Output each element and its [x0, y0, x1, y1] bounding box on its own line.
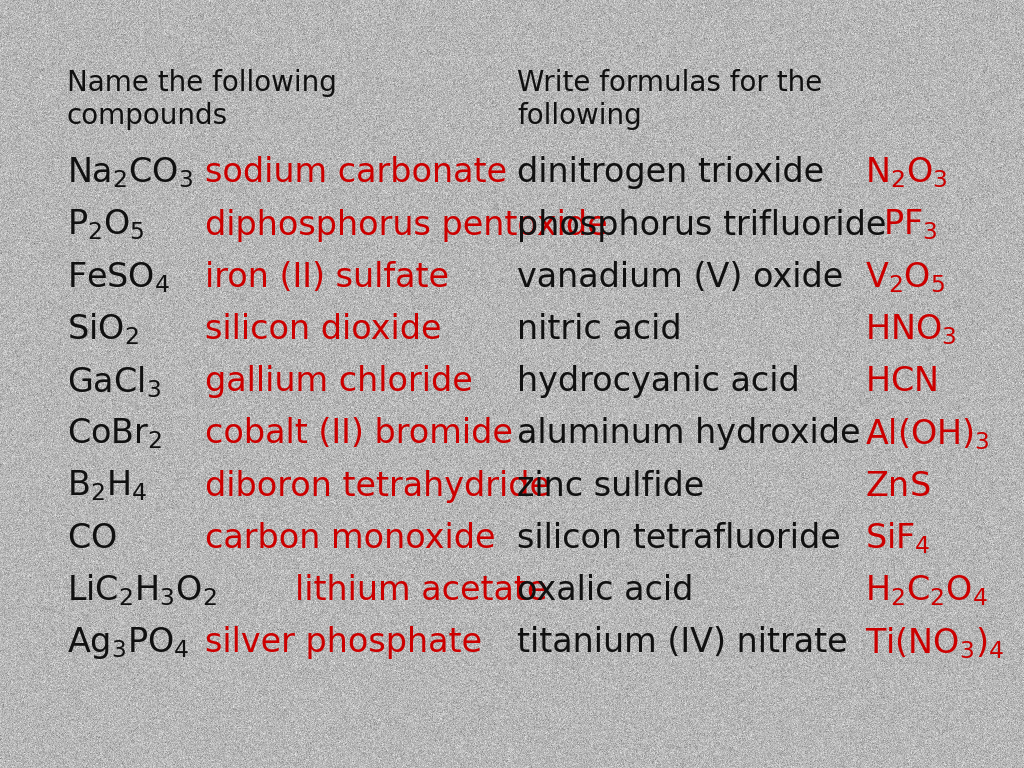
Text: vanadium (V) oxide: vanadium (V) oxide	[517, 261, 844, 293]
Text: $\mathrm{H_2C_2O_4}$: $\mathrm{H_2C_2O_4}$	[865, 573, 988, 608]
Text: carbon monoxide: carbon monoxide	[205, 522, 496, 554]
Text: lithium acetate: lithium acetate	[295, 574, 547, 607]
Text: $\mathrm{PF_3}$: $\mathrm{PF_3}$	[883, 207, 937, 243]
Text: $\mathrm{SiF_4}$: $\mathrm{SiF_4}$	[865, 521, 931, 556]
Text: $\mathrm{GaCl_3}$: $\mathrm{GaCl_3}$	[67, 364, 161, 399]
Text: diphosphorus pentoxide: diphosphorus pentoxide	[205, 209, 607, 241]
Text: silver phosphate: silver phosphate	[205, 627, 482, 659]
Text: cobalt (II) bromide: cobalt (II) bromide	[205, 418, 513, 450]
Text: titanium (IV) nitrate: titanium (IV) nitrate	[517, 627, 848, 659]
Text: $\mathrm{LiC_2H_3O_2}$: $\mathrm{LiC_2H_3O_2}$	[67, 573, 216, 608]
Text: hydrocyanic acid: hydrocyanic acid	[517, 366, 800, 398]
Text: $\mathrm{FeSO_4}$: $\mathrm{FeSO_4}$	[67, 260, 170, 295]
Text: Name the following
compounds: Name the following compounds	[67, 69, 337, 130]
Text: $\mathrm{HCN}$: $\mathrm{HCN}$	[865, 366, 937, 398]
Text: $\mathrm{B_2H_4}$: $\mathrm{B_2H_4}$	[67, 468, 146, 504]
Text: $\mathrm{N_2O_3}$: $\mathrm{N_2O_3}$	[865, 155, 948, 190]
Text: silicon dioxide: silicon dioxide	[205, 313, 441, 346]
Text: nitric acid: nitric acid	[517, 313, 682, 346]
Text: diboron tetrahydride: diboron tetrahydride	[205, 470, 550, 502]
Text: $\mathrm{CO}$: $\mathrm{CO}$	[67, 522, 117, 554]
Text: $\mathrm{Al(OH)_3}$: $\mathrm{Al(OH)_3}$	[865, 416, 990, 452]
Text: iron (II) sulfate: iron (II) sulfate	[205, 261, 449, 293]
Text: $\mathrm{Na_2CO_3}$: $\mathrm{Na_2CO_3}$	[67, 155, 193, 190]
Text: oxalic acid: oxalic acid	[517, 574, 693, 607]
Text: zinc sulfide: zinc sulfide	[517, 470, 705, 502]
Text: aluminum hydroxide: aluminum hydroxide	[517, 418, 860, 450]
Text: $\mathrm{CoBr_2}$: $\mathrm{CoBr_2}$	[67, 416, 162, 452]
Text: sodium carbonate: sodium carbonate	[205, 157, 507, 189]
Text: $\mathrm{V_2O_5}$: $\mathrm{V_2O_5}$	[865, 260, 945, 295]
Text: phosphorus trifluoride: phosphorus trifluoride	[517, 209, 887, 241]
Text: $\mathrm{P_2O_5}$: $\mathrm{P_2O_5}$	[67, 207, 144, 243]
Text: Write formulas for the
following: Write formulas for the following	[517, 69, 822, 130]
Text: dinitrogen trioxide: dinitrogen trioxide	[517, 157, 824, 189]
Text: $\mathrm{Ag_3PO_4}$: $\mathrm{Ag_3PO_4}$	[67, 625, 189, 660]
Text: $\mathrm{HNO_3}$: $\mathrm{HNO_3}$	[865, 312, 956, 347]
Text: gallium chloride: gallium chloride	[205, 366, 472, 398]
Text: $\mathrm{Ti(NO_3)_4}$: $\mathrm{Ti(NO_3)_4}$	[865, 625, 1005, 660]
Text: $\mathrm{SiO_2}$: $\mathrm{SiO_2}$	[67, 312, 138, 347]
Text: silicon tetrafluoride: silicon tetrafluoride	[517, 522, 841, 554]
Text: $\mathrm{ZnS}$: $\mathrm{ZnS}$	[865, 470, 931, 502]
